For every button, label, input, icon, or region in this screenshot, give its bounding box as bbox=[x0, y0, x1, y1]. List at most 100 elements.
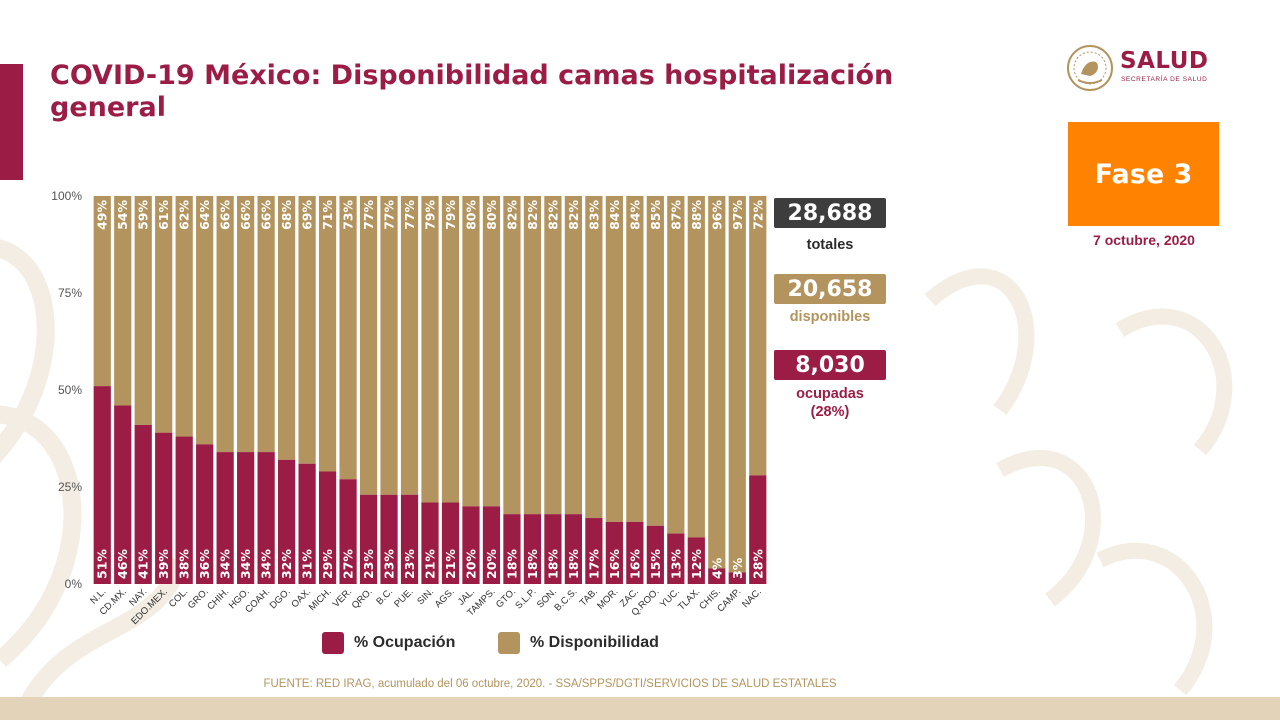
bar-disponibilidad bbox=[667, 196, 685, 534]
bar-ocupacion bbox=[318, 471, 337, 584]
bar-ocupacion bbox=[380, 494, 398, 584]
bar-ocupacion bbox=[728, 572, 746, 584]
bar-ocupacion bbox=[196, 444, 214, 584]
data-label-ocupacion: 13% bbox=[668, 549, 683, 579]
data-label-ocupacion: 18% bbox=[566, 549, 581, 579]
bar-ocupacion bbox=[155, 432, 173, 584]
bar-disponibilidad bbox=[687, 196, 705, 538]
legend-label-occupied: % Ocupación bbox=[354, 634, 456, 651]
bar-ocupacion bbox=[298, 463, 316, 584]
y-tick-label: 25% bbox=[58, 480, 82, 494]
x-tick-label: COL. bbox=[167, 586, 190, 609]
phase-badge: Fase 3 bbox=[1068, 122, 1219, 226]
bar-ocupacion bbox=[134, 424, 152, 584]
available-beds-value: 20,658 bbox=[774, 274, 886, 304]
bar-disponibilidad bbox=[359, 196, 378, 495]
data-label-ocupacion: 32% bbox=[279, 549, 294, 579]
bar-ocupacion bbox=[646, 525, 664, 584]
data-label-ocupacion: 28% bbox=[750, 549, 765, 579]
data-label-ocupacion: 18% bbox=[504, 549, 519, 579]
available-beds-label: disponibles bbox=[789, 309, 871, 325]
data-label-disponibilidad: 72% bbox=[750, 200, 765, 230]
x-tick-label: CAMP. bbox=[715, 586, 743, 614]
bar-ocupacion bbox=[687, 537, 705, 584]
x-tick-label: CHIH. bbox=[205, 586, 231, 612]
data-label-disponibilidad: 80% bbox=[463, 200, 478, 230]
bar-disponibilidad bbox=[237, 196, 255, 453]
bar-ocupacion bbox=[523, 514, 542, 584]
data-label-disponibilidad: 82% bbox=[525, 200, 540, 230]
data-label-disponibilidad: 80% bbox=[484, 200, 499, 230]
bar-ocupacion bbox=[216, 452, 234, 584]
data-label-disponibilidad: 79% bbox=[443, 200, 458, 230]
data-label-disponibilidad: 59% bbox=[136, 200, 151, 230]
data-label-ocupacion: 46% bbox=[115, 549, 130, 579]
data-label-ocupacion: 51% bbox=[95, 549, 110, 579]
data-label-ocupacion: 41% bbox=[136, 549, 151, 579]
report-date: 7 octubre, 2020 bbox=[1093, 232, 1195, 248]
occupied-beds-percent: (28%) bbox=[810, 404, 850, 420]
bar-ocupacion bbox=[667, 533, 685, 584]
data-label-ocupacion: 20% bbox=[463, 549, 478, 579]
bar-disponibilidad bbox=[134, 196, 152, 425]
occupied-beds-label: ocupadas bbox=[796, 386, 864, 402]
bar-disponibilidad bbox=[523, 196, 542, 515]
bar-disponibilidad bbox=[441, 196, 460, 503]
bar-disponibilidad bbox=[708, 196, 726, 569]
x-tick-label: TLAX. bbox=[676, 586, 702, 612]
data-label-disponibilidad: 85% bbox=[648, 200, 663, 230]
bar-disponibilidad bbox=[175, 196, 193, 437]
legend-swatch-occupied bbox=[322, 632, 344, 654]
data-label-ocupacion: 34% bbox=[259, 549, 274, 579]
data-label-ocupacion: 39% bbox=[156, 549, 171, 579]
logo-name: SALUD bbox=[1120, 48, 1209, 74]
data-label-ocupacion: 29% bbox=[320, 549, 335, 579]
data-label-disponibilidad: 73% bbox=[341, 200, 356, 230]
data-label-ocupacion: 34% bbox=[218, 549, 233, 579]
y-tick-label: 100% bbox=[51, 189, 82, 203]
bar-ocupacion bbox=[605, 521, 623, 584]
data-label-disponibilidad: 69% bbox=[300, 200, 315, 230]
bar-disponibilidad bbox=[564, 196, 582, 515]
data-label-disponibilidad: 82% bbox=[566, 200, 581, 230]
data-label-disponibilidad: 62% bbox=[177, 200, 192, 230]
data-label-ocupacion: 34% bbox=[238, 549, 253, 579]
data-label-ocupacion: 15% bbox=[648, 549, 663, 579]
bar-ocupacion bbox=[237, 452, 255, 584]
bar-ocupacion bbox=[503, 514, 521, 584]
x-tick-label: VER. bbox=[331, 586, 354, 609]
bar-ocupacion bbox=[462, 506, 480, 584]
data-label-ocupacion: 20% bbox=[484, 549, 499, 579]
bar-disponibilidad bbox=[278, 196, 296, 460]
data-label-disponibilidad: 83% bbox=[586, 200, 601, 230]
bar-ocupacion bbox=[278, 459, 296, 584]
x-tick-label: B.C. bbox=[374, 586, 395, 607]
x-tick-label: S.L.P. bbox=[513, 586, 538, 611]
data-label-disponibilidad: 77% bbox=[382, 200, 397, 230]
data-label-disponibilidad: 88% bbox=[689, 200, 704, 230]
bar-disponibilidad bbox=[114, 196, 132, 406]
bar-disponibilidad bbox=[728, 196, 746, 573]
data-label-disponibilidad: 66% bbox=[218, 200, 233, 230]
bar-disponibilidad bbox=[216, 196, 234, 453]
bar-disponibilidad bbox=[421, 196, 439, 503]
x-tick-label: SIN. bbox=[415, 586, 436, 607]
legend-item-occupied: % Ocupación bbox=[322, 632, 455, 654]
data-label-ocupacion: 12% bbox=[689, 549, 704, 579]
data-label-disponibilidad: 97% bbox=[730, 200, 745, 230]
data-label-disponibilidad: 84% bbox=[627, 200, 642, 230]
bar-ocupacion bbox=[400, 494, 419, 584]
data-label-ocupacion: 38% bbox=[177, 549, 192, 579]
bar-ocupacion bbox=[482, 506, 501, 584]
bar-disponibilidad bbox=[380, 196, 398, 495]
bottom-band bbox=[0, 697, 1280, 720]
data-label-disponibilidad: 54% bbox=[115, 200, 130, 230]
x-tick-label: PUE. bbox=[392, 586, 415, 609]
bar-ocupacion bbox=[175, 436, 193, 584]
bar-ocupacion bbox=[359, 494, 378, 584]
bar-disponibilidad bbox=[93, 196, 111, 387]
data-label-ocupacion: 27% bbox=[341, 549, 356, 579]
data-label-disponibilidad: 96% bbox=[709, 200, 724, 230]
